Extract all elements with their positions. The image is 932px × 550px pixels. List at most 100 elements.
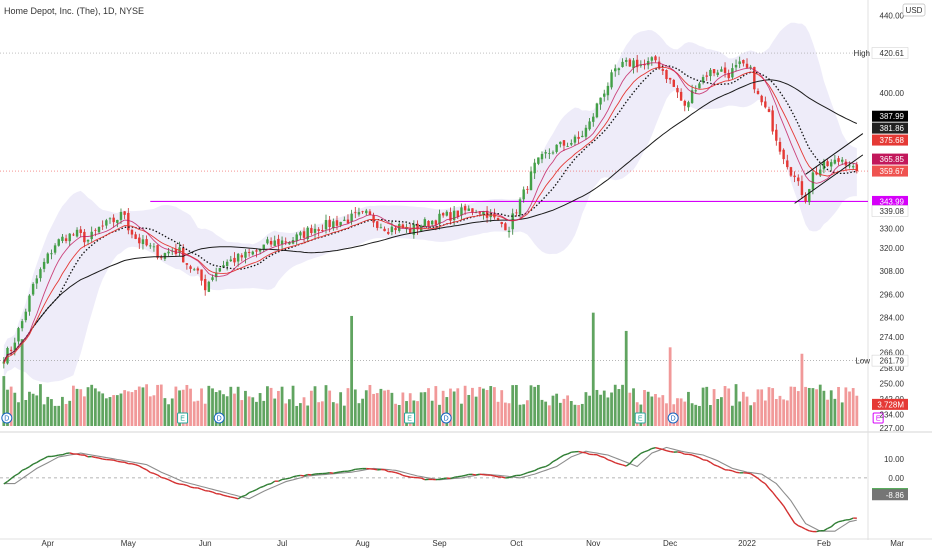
volume-bar xyxy=(255,401,258,426)
macd-segment xyxy=(636,452,642,458)
candle-body xyxy=(614,68,617,72)
volume-bar xyxy=(793,386,797,426)
macd-segment xyxy=(695,455,700,459)
macd-segment xyxy=(102,458,107,461)
macd-segment xyxy=(25,466,30,470)
volume-bar xyxy=(719,397,723,426)
candle-body xyxy=(665,70,668,80)
candle-body xyxy=(522,189,525,200)
volume-bar xyxy=(855,395,859,426)
volume-bar xyxy=(683,401,687,426)
volume-bar xyxy=(408,393,412,426)
volume-bar xyxy=(309,390,313,426)
volume-bar xyxy=(192,401,196,426)
candle-body xyxy=(280,240,284,245)
volume-bar xyxy=(361,398,365,426)
candle-body xyxy=(218,268,222,272)
volume-bar xyxy=(331,402,335,426)
macd-segment xyxy=(662,448,667,452)
macd-segment xyxy=(146,469,151,474)
volume-bar xyxy=(665,403,668,426)
volume-bar xyxy=(375,393,379,426)
macd-segment xyxy=(750,473,755,477)
time-tick-label: 2022 xyxy=(738,539,756,548)
candle-body xyxy=(302,231,306,238)
macd-segment xyxy=(618,463,623,466)
macd-segment xyxy=(183,483,188,487)
macd-segment xyxy=(398,473,404,477)
macd-segment xyxy=(768,487,774,493)
volume-bar xyxy=(306,405,310,426)
volume-bar xyxy=(628,392,632,426)
candle-body xyxy=(555,144,558,152)
volume-bar xyxy=(236,386,240,426)
volume-bar xyxy=(163,398,167,426)
volume-bar xyxy=(196,400,200,426)
volume-bar xyxy=(134,389,138,426)
macd-segment xyxy=(91,455,96,459)
candle-body xyxy=(72,234,75,236)
volume-bar xyxy=(478,386,482,426)
volume-bar xyxy=(496,401,500,426)
volume-bar xyxy=(796,391,800,426)
macd-segment xyxy=(36,459,41,464)
candle-body xyxy=(101,225,104,227)
candle-body xyxy=(822,161,826,170)
volume-bar xyxy=(335,403,339,426)
candle-body xyxy=(207,281,211,292)
volume-bar xyxy=(108,397,112,426)
volume-bar xyxy=(463,385,467,426)
volume-bar xyxy=(577,405,581,426)
dividend-badge xyxy=(1,412,13,424)
volume-bar xyxy=(401,392,405,426)
macd-segment xyxy=(420,477,426,481)
price-tick-label: 258.00 xyxy=(880,364,905,373)
volume-bar xyxy=(346,388,350,426)
volume-bar xyxy=(82,396,86,426)
macd-segment xyxy=(223,494,228,497)
volume-bar xyxy=(679,398,683,426)
candle-body xyxy=(376,221,379,228)
candle-body xyxy=(357,212,361,215)
currency-badge[interactable]: USD xyxy=(902,3,926,17)
price-tick-label: 227.00 xyxy=(880,424,905,433)
macd-segment xyxy=(688,453,693,456)
candle-body xyxy=(368,211,372,215)
candle-body xyxy=(339,221,342,226)
volume-bar xyxy=(452,391,456,426)
volume-bar xyxy=(379,388,383,426)
candle-body xyxy=(149,245,152,247)
candle-body xyxy=(247,251,251,253)
candle-body xyxy=(156,245,159,258)
volume-bar xyxy=(178,390,181,426)
macd-segment xyxy=(84,454,89,458)
candle-body xyxy=(306,227,309,240)
macd-segment xyxy=(252,488,257,492)
volume-bar xyxy=(218,390,222,426)
macd-segment xyxy=(234,497,239,500)
volume-bar xyxy=(745,396,749,426)
time-tick-label: Feb xyxy=(817,539,831,548)
macd-segment xyxy=(14,473,19,477)
macd-segment xyxy=(373,468,378,471)
macd-segment xyxy=(519,473,524,477)
volume-bar xyxy=(690,403,694,426)
macd-segment xyxy=(721,467,726,471)
candle-body xyxy=(775,129,778,141)
volume-bar xyxy=(694,404,698,426)
dividend-badge-label: D xyxy=(444,416,449,423)
macd-segment xyxy=(753,475,759,479)
candle-body xyxy=(566,146,569,147)
candle-body xyxy=(83,231,86,243)
macd-segment xyxy=(582,451,587,454)
macd-segment xyxy=(237,495,243,500)
volume-bar xyxy=(152,395,156,426)
volume-bar xyxy=(266,386,269,426)
sma-line xyxy=(3,79,858,362)
time-tick-label: Apr xyxy=(42,539,55,548)
volume-bar xyxy=(240,400,244,426)
macd-segment xyxy=(329,471,334,474)
price-tick-label: 266.00 xyxy=(880,348,905,357)
macd-segment xyxy=(775,496,781,502)
